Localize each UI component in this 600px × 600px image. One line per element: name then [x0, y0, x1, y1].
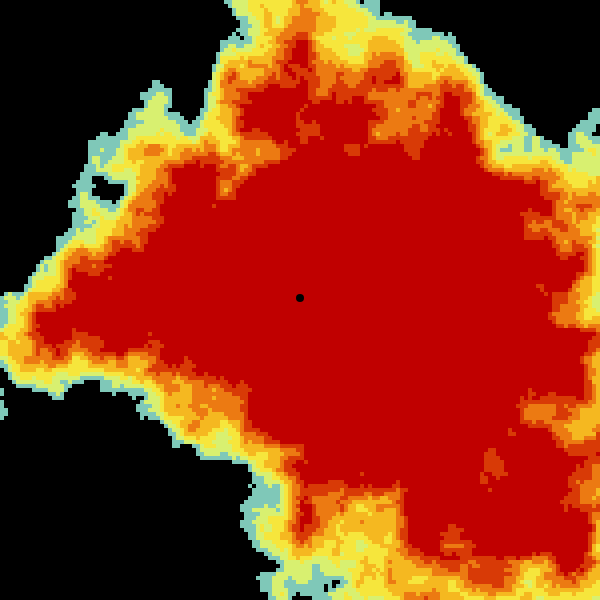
radar-reflectivity-image: [0, 0, 600, 600]
